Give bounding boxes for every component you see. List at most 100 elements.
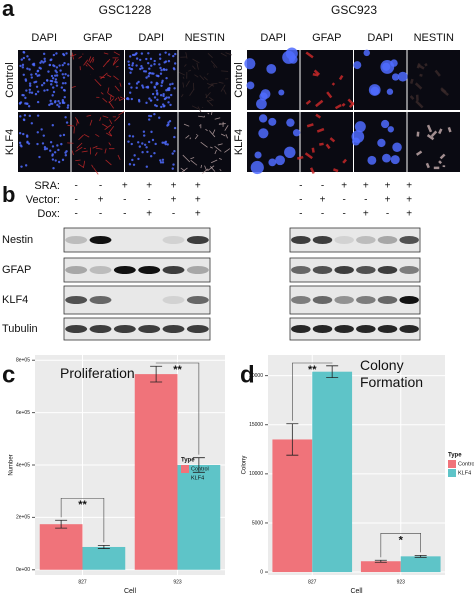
fiber bbox=[214, 149, 217, 155]
cell bbox=[63, 96, 66, 99]
cell bbox=[55, 84, 59, 87]
cell bbox=[61, 63, 64, 67]
fiber bbox=[114, 85, 120, 92]
cell bbox=[58, 64, 61, 67]
chart-title: Colony Formation bbox=[360, 357, 423, 390]
cell bbox=[151, 92, 155, 96]
condition-sign: + bbox=[385, 195, 391, 206]
cell bbox=[169, 83, 172, 86]
cell bbox=[131, 135, 135, 138]
cell bbox=[147, 140, 151, 144]
fiber bbox=[447, 126, 452, 133]
micrograph bbox=[178, 50, 231, 110]
cell bbox=[167, 87, 171, 90]
fiber bbox=[206, 83, 215, 87]
fiber bbox=[210, 165, 216, 172]
cell bbox=[278, 89, 285, 96]
fiber bbox=[115, 65, 119, 68]
fiber bbox=[178, 71, 185, 76]
blot bbox=[63, 285, 211, 315]
band bbox=[65, 236, 88, 244]
cell bbox=[67, 63, 70, 66]
cell bbox=[244, 58, 256, 70]
cell bbox=[131, 62, 135, 65]
cell bbox=[57, 148, 60, 152]
cell bbox=[137, 141, 140, 144]
cell bbox=[151, 138, 155, 142]
legend-swatch bbox=[181, 474, 189, 482]
fiber bbox=[189, 137, 192, 140]
fiber bbox=[224, 148, 231, 153]
fiber bbox=[118, 97, 126, 102]
cell bbox=[145, 165, 149, 168]
cell bbox=[21, 63, 25, 67]
band bbox=[162, 266, 185, 274]
x-tick-label: 923 bbox=[397, 579, 406, 585]
band bbox=[312, 236, 333, 244]
panel-label: a bbox=[2, 0, 15, 21]
cell bbox=[40, 60, 43, 63]
cell bbox=[160, 84, 163, 87]
cell bbox=[65, 52, 68, 55]
fiber bbox=[334, 103, 342, 110]
fiber bbox=[108, 101, 115, 109]
fiber bbox=[190, 159, 198, 166]
fiber bbox=[342, 158, 347, 164]
fiber bbox=[205, 128, 208, 132]
fiber bbox=[194, 134, 199, 140]
fiber bbox=[120, 96, 123, 99]
cell bbox=[49, 99, 52, 103]
blot bbox=[289, 257, 421, 283]
cell bbox=[51, 77, 55, 80]
cell bbox=[141, 86, 145, 89]
condition-sign: + bbox=[385, 181, 391, 192]
fiber bbox=[76, 119, 78, 126]
cell bbox=[22, 56, 26, 60]
cell bbox=[42, 52, 46, 56]
cell bbox=[174, 52, 177, 56]
cell bbox=[145, 85, 148, 89]
fiber bbox=[305, 51, 314, 59]
cell bbox=[26, 55, 29, 58]
fiber bbox=[206, 73, 209, 75]
condition-sign: - bbox=[386, 209, 389, 220]
legend-swatch bbox=[181, 465, 189, 473]
condition-sign: - bbox=[74, 181, 77, 192]
cell bbox=[377, 138, 386, 148]
cell bbox=[38, 74, 41, 77]
band bbox=[334, 266, 354, 274]
fiber bbox=[207, 83, 214, 89]
fiber bbox=[78, 56, 82, 59]
band bbox=[334, 236, 354, 244]
band bbox=[138, 266, 161, 274]
bar bbox=[400, 556, 441, 573]
cell bbox=[148, 67, 151, 70]
blot bbox=[289, 317, 421, 341]
fiber bbox=[94, 78, 102, 87]
cell bbox=[162, 105, 166, 108]
fiber bbox=[83, 133, 90, 138]
cell bbox=[141, 142, 144, 145]
cell bbox=[160, 68, 163, 72]
cell bbox=[148, 118, 151, 121]
fiber bbox=[86, 114, 92, 117]
protein-label: Nestin bbox=[2, 234, 33, 246]
cell bbox=[38, 155, 41, 159]
blot bbox=[289, 285, 421, 315]
cell bbox=[259, 92, 268, 101]
band bbox=[399, 266, 419, 274]
cell bbox=[28, 68, 31, 71]
cell bbox=[167, 53, 171, 56]
cell bbox=[351, 130, 365, 143]
band bbox=[377, 325, 398, 333]
cell bbox=[137, 157, 140, 161]
fiber bbox=[99, 117, 102, 122]
cell bbox=[275, 155, 285, 166]
cell bbox=[28, 84, 32, 87]
fiber bbox=[188, 69, 192, 72]
row-label: Control bbox=[233, 62, 245, 97]
cell bbox=[169, 93, 173, 97]
bar bbox=[312, 371, 353, 573]
y-tick-label: 5000 bbox=[252, 520, 263, 526]
cell bbox=[51, 86, 55, 89]
